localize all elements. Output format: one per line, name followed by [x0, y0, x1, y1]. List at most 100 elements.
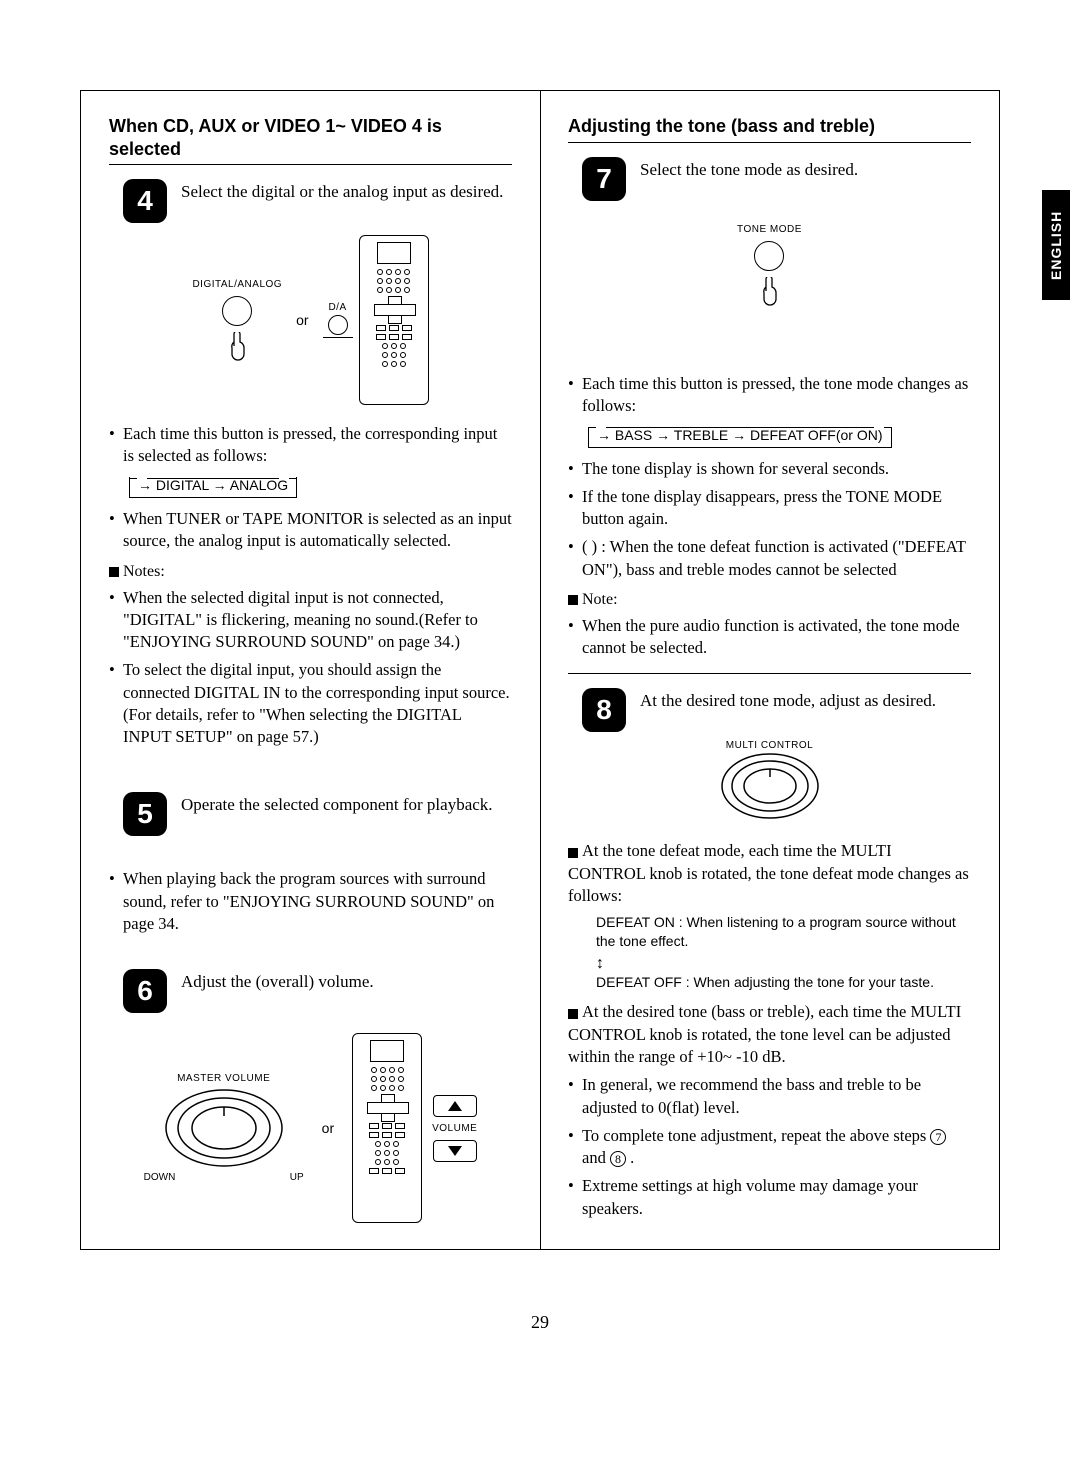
step-8-text: At the desired tone mode, adjust as desi… — [640, 688, 936, 713]
list-item: In general, we recommend the bass and tr… — [568, 1074, 971, 1119]
step-7-text: Select the tone mode as desired. — [640, 157, 858, 182]
step6-diagram: MASTER VOLUME DOWN UP or — [109, 1033, 512, 1223]
press-hand-icon — [756, 277, 782, 307]
callout-line-icon — [323, 337, 353, 338]
step-8: 8 At the desired tone mode, adjust as de… — [582, 688, 971, 732]
notes-label-text: Notes: — [123, 563, 165, 580]
right-column: Adjusting the tone (bass and treble) 7 S… — [540, 91, 999, 1249]
digital-analog-button-icon — [222, 296, 252, 326]
digital-analog-button-diagram: DIGITAL/ANALOG — [192, 279, 282, 362]
list-item: The tone display is shown for several se… — [568, 458, 971, 480]
da-callout: D/A — [323, 302, 353, 338]
left-column: When CD, AUX or VIDEO 1~ VIDEO 4 is sele… — [81, 91, 540, 1249]
up-down-arrow-icon: ↕ — [596, 953, 604, 975]
tone-mode-label: TONE MODE — [737, 224, 802, 235]
circled-8-icon: 8 — [610, 1151, 626, 1167]
step-5-text: Operate the selected component for playb… — [181, 792, 493, 817]
bullets-8: In general, we recommend the bass and tr… — [568, 1074, 971, 1220]
manual-page: ENGLISH When CD, AUX or VIDEO 1~ VIDEO 4… — [0, 0, 1080, 1479]
note-label-text: Note: — [582, 591, 618, 608]
sq-note-2-text: At the desired tone (bass or treble), ea… — [568, 1002, 961, 1066]
section-title-left: When CD, AUX or VIDEO 1~ VIDEO 4 is sele… — [109, 115, 512, 165]
up-label: UP — [290, 1172, 304, 1183]
square-bullet-icon — [568, 595, 578, 605]
step-5: 5 Operate the selected component for pla… — [123, 792, 512, 836]
list-item: Each time this button is pressed, the to… — [568, 373, 971, 418]
divider-line — [568, 673, 971, 674]
step8-diagram: MULTI CONTROL — [568, 740, 971, 826]
defeat-off-text: DEFEAT OFF : When adjusting the tone for… — [596, 973, 971, 992]
tone-sequence-box: → BASS → TREBLE → DEFEAT OFF(or ON) — [588, 427, 892, 448]
tone-mode-button-icon — [754, 241, 784, 271]
multi-control-label: MULTI CONTROL — [568, 740, 971, 751]
volume-down-icon — [433, 1140, 477, 1162]
tone-sequence-text: → BASS → TREBLE → DEFEAT OFF(or ON) — [588, 427, 892, 448]
or-label-2: or — [322, 1120, 334, 1136]
bullets-7b: The tone display is shown for several se… — [568, 458, 971, 581]
volume-up-down-diagram: VOLUME — [432, 1095, 477, 1162]
list-item: Extreme settings at high volume may dama… — [568, 1175, 971, 1220]
step-6-text: Adjust the (overall) volume. — [181, 969, 374, 994]
defeat-on-text: DEFEAT ON : When listening to a program … — [596, 913, 971, 951]
section-title-right: Adjusting the tone (bass and treble) — [568, 115, 971, 143]
circled-7-icon: 7 — [930, 1129, 946, 1145]
volume-label: VOLUME — [432, 1123, 477, 1134]
digital-analog-label: DIGITAL/ANALOG — [192, 279, 282, 290]
repeat-steps-and: and — [582, 1148, 610, 1167]
repeat-steps-pre: To complete tone adjustment, repeat the … — [582, 1126, 930, 1145]
master-volume-label: MASTER VOLUME — [177, 1073, 270, 1084]
volume-knob-icon — [164, 1088, 284, 1168]
bullets-4b: When TUNER or TAPE MONITOR is selected a… — [109, 508, 512, 553]
list-item: When TUNER or TAPE MONITOR is selected a… — [109, 508, 512, 553]
step7-diagram: TONE MODE — [568, 219, 971, 307]
sq-note-2: At the desired tone (bass or treble), ea… — [568, 1001, 971, 1068]
press-hand-icon — [224, 332, 250, 362]
master-volume-knob-diagram: MASTER VOLUME DOWN UP — [144, 1073, 304, 1183]
or-label-1: or — [296, 312, 308, 328]
list-item: When the selected digital input is not c… — [109, 587, 512, 654]
list-item: If the tone display disappears, press th… — [568, 486, 971, 531]
language-tab: ENGLISH — [1042, 190, 1070, 300]
list-item: Each time this button is pressed, the co… — [109, 423, 512, 468]
square-bullet-icon — [109, 567, 119, 577]
page-number: 29 — [0, 1312, 1080, 1333]
notes-label: Notes: — [109, 563, 512, 581]
bullets-7a: Each time this button is pressed, the to… — [568, 373, 971, 418]
note-list: When the pure audio function is activate… — [568, 615, 971, 660]
input-sequence-text: → DIGITAL → ANALOG — [129, 477, 297, 498]
square-bullet-icon — [568, 1009, 578, 1019]
bullets-5: When playing back the program sources wi… — [109, 868, 512, 935]
list-item: ( ) : When the tone defeat function is a… — [568, 536, 971, 581]
step-4: 4 Select the digital or the analog input… — [123, 179, 512, 223]
step-6: 6 Adjust the (overall) volume. — [123, 969, 512, 1013]
volume-up-icon — [433, 1095, 477, 1117]
step-6-badge: 6 — [123, 969, 167, 1013]
step-8-badge: 8 — [582, 688, 626, 732]
notes-list: When the selected digital input is not c… — [109, 587, 512, 749]
step4-diagram: DIGITAL/ANALOG or D/A — [109, 235, 512, 405]
knob-down-up-labels: DOWN UP — [144, 1172, 304, 1183]
note-label: Note: — [568, 591, 971, 609]
square-bullet-icon — [568, 848, 578, 858]
repeat-steps-post: . — [630, 1148, 634, 1167]
sq-note-1-text: At the tone defeat mode, each time the M… — [568, 841, 969, 905]
da-button-icon — [328, 315, 348, 335]
remote-control-icon — [352, 1033, 422, 1223]
defeat-modes: DEFEAT ON : When listening to a program … — [596, 913, 971, 991]
step-5-badge: 5 — [123, 792, 167, 836]
step-7: 7 Select the tone mode as desired. — [582, 157, 971, 201]
remote-control-icon — [359, 235, 429, 405]
input-sequence-box: → DIGITAL → ANALOG — [129, 478, 297, 499]
step-4-badge: 4 — [123, 179, 167, 223]
multi-control-knob-icon — [720, 751, 820, 821]
list-item: When playing back the program sources wi… — [109, 868, 512, 935]
step-4-text: Select the digital or the analog input a… — [181, 179, 503, 204]
content-frame: When CD, AUX or VIDEO 1~ VIDEO 4 is sele… — [80, 90, 1000, 1250]
list-item: When the pure audio function is activate… — [568, 615, 971, 660]
list-item: To select the digital input, you should … — [109, 659, 512, 748]
da-label: D/A — [328, 302, 346, 313]
sq-note-1: At the tone defeat mode, each time the M… — [568, 840, 971, 907]
step-7-badge: 7 — [582, 157, 626, 201]
list-item: To complete tone adjustment, repeat the … — [568, 1125, 971, 1170]
bullets-4a: Each time this button is pressed, the co… — [109, 423, 512, 468]
